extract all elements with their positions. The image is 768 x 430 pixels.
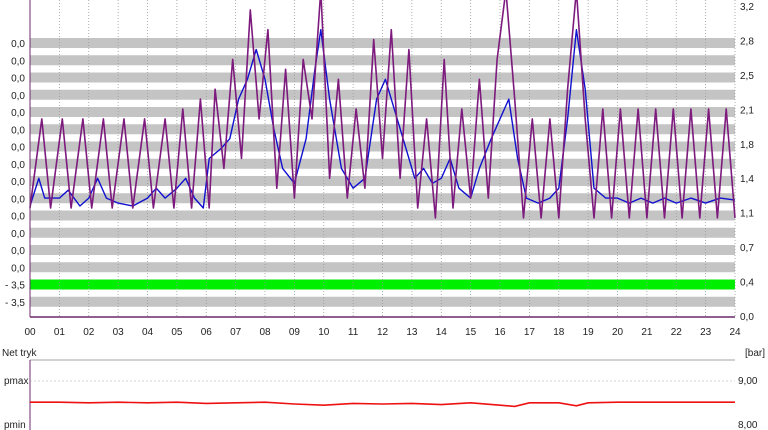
left-label-13: 0,0 <box>11 263 25 274</box>
x-tick-15: 15 <box>465 327 477 338</box>
pressure-title: Net tryk <box>2 348 37 359</box>
pressure-series <box>30 401 735 408</box>
band-3 <box>30 89 735 100</box>
right-tick-5: 1,4 <box>740 174 754 185</box>
right-tick-3: 2,1 <box>740 105 754 116</box>
left-label-6: 0,0 <box>11 143 25 154</box>
x-tick-12: 12 <box>377 327 389 338</box>
right-tick-2: 2,5 <box>740 71 754 82</box>
right-axis-ticks: 3,2 2,8 2,5 2,1 1,8 1,4 1,1 0,7 0,4 0,0 <box>740 2 754 323</box>
left-label-9: 0,0 <box>11 194 25 205</box>
left-label-15: - 3,5 <box>5 298 25 309</box>
x-tick-0: 00 <box>24 327 36 338</box>
right-tick-7: 0,7 <box>740 243 754 254</box>
right-tick-0: 3,2 <box>740 2 754 13</box>
x-tick-8: 08 <box>259 327 271 338</box>
x-tick-21: 21 <box>641 327 653 338</box>
pressure-tick-1: 8,00 <box>738 420 758 430</box>
left-label-14: - 3,5 <box>5 281 25 292</box>
x-axis-ticks: 00 01 02 03 04 05 06 07 08 09 10 11 12 13 14 15 16 17 18 19… <box>24 327 741 338</box>
x-tick-16: 16 <box>494 327 506 338</box>
left-axis-labels: 0,0 0,0 0,0 0,0 0,0 0,0 0,0 0,0 0,0 0,0 0,0 0,0 0,0 0… <box>5 39 25 309</box>
band-14 <box>30 279 735 290</box>
band-2 <box>30 72 735 83</box>
x-tick-5: 05 <box>171 327 183 338</box>
x-tick-20: 20 <box>612 327 624 338</box>
left-label-12: 0,0 <box>11 246 25 257</box>
x-tick-23: 23 <box>700 327 712 338</box>
left-label-7: 0,0 <box>11 160 25 171</box>
pressure-unit: [bar] <box>745 348 765 359</box>
band-15 <box>30 296 735 307</box>
pressure-label-pmin: pmin <box>4 420 26 430</box>
pressure-line-0 <box>30 401 735 408</box>
chart-axes <box>29 0 735 318</box>
x-tick-11: 11 <box>348 327 359 338</box>
left-label-4: 0,0 <box>11 108 25 119</box>
left-label-5: 0,0 <box>11 125 25 136</box>
right-tick-6: 1,1 <box>740 209 754 220</box>
left-label-3: 0,0 <box>11 91 25 102</box>
right-tick-9: 0,0 <box>740 312 754 323</box>
band-10 <box>30 210 735 221</box>
band-7 <box>30 158 735 169</box>
x-tick-14: 14 <box>436 327 448 338</box>
right-tick-8: 0,4 <box>740 278 754 289</box>
series-line-1 <box>29 0 736 219</box>
left-label-2: 0,0 <box>11 74 25 85</box>
x-tick-1: 01 <box>54 327 66 338</box>
x-tick-10: 10 <box>318 327 330 338</box>
right-tick-4: 1,8 <box>740 140 754 151</box>
band-6 <box>30 141 735 152</box>
x-tick-13: 13 <box>406 327 418 338</box>
band-11 <box>30 227 735 238</box>
left-label-0: 0,0 <box>11 39 25 50</box>
x-tick-7: 07 <box>230 327 242 338</box>
x-tick-24: 24 <box>729 327 741 338</box>
chart-series <box>29 0 736 219</box>
x-tick-2: 02 <box>83 327 95 338</box>
left-label-10: 0,0 <box>11 212 25 223</box>
x-tick-18: 18 <box>553 327 565 338</box>
x-tick-4: 04 <box>142 327 154 338</box>
x-tick-6: 06 <box>201 327 213 338</box>
right-tick-1: 2,8 <box>740 36 754 47</box>
pressure-label-pmax: pmax <box>4 376 28 387</box>
x-tick-9: 09 <box>289 327 301 338</box>
left-label-11: 0,0 <box>11 229 25 240</box>
left-label-8: 0,0 <box>11 177 25 188</box>
left-label-1: 0,0 <box>11 56 25 67</box>
x-tick-19: 19 <box>583 327 595 338</box>
x-tick-17: 17 <box>524 327 536 338</box>
x-tick-3: 03 <box>113 327 125 338</box>
x-tick-22: 22 <box>671 327 683 338</box>
pressure-axis-labels: pmax pmin 9,00 8,00 <box>4 376 758 430</box>
pressure-grid <box>29 359 735 430</box>
pressure-tick-0: 9,00 <box>738 376 758 387</box>
